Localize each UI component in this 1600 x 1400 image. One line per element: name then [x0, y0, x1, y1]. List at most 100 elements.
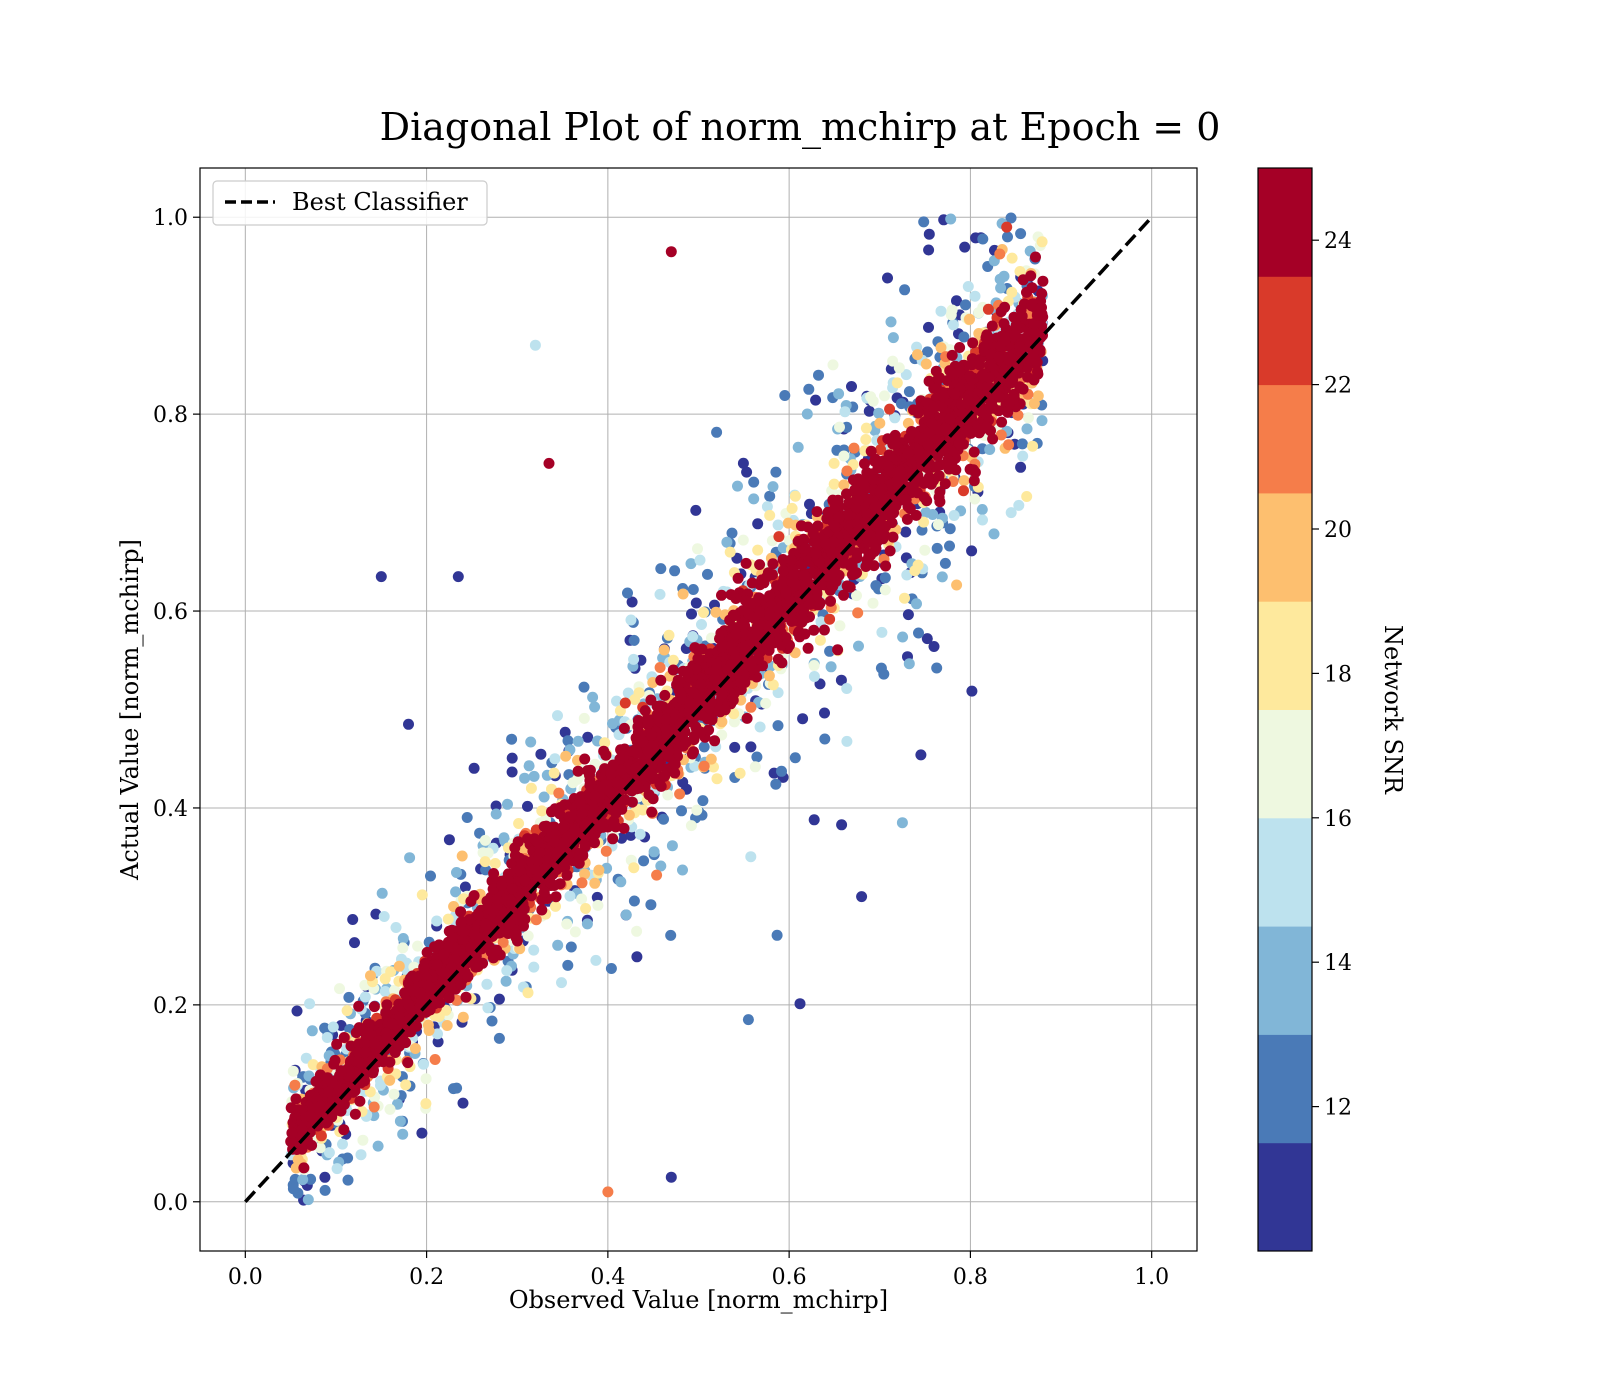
scatter-point — [698, 741, 710, 753]
scatter-point — [913, 627, 924, 639]
scatter-point — [748, 493, 760, 505]
scatter-point — [962, 281, 974, 292]
scatter-point — [481, 978, 493, 990]
scatter-point — [645, 899, 657, 911]
scatter-point — [754, 559, 766, 571]
scatter-point — [922, 346, 933, 358]
scatter-point — [423, 1025, 435, 1036]
scatter-point — [388, 1088, 400, 1100]
scatter-point — [297, 1174, 309, 1186]
scatter-point — [977, 514, 988, 526]
scatter-point — [726, 527, 738, 539]
scatter-point — [525, 782, 537, 794]
scatter-point — [479, 834, 491, 846]
scatter-point — [885, 316, 897, 328]
scatter-point — [789, 752, 801, 764]
scatter-point — [930, 461, 942, 472]
scatter-point — [958, 475, 970, 487]
scatter-point — [440, 1004, 452, 1016]
scatter-point — [827, 359, 839, 371]
scatter-point — [487, 905, 499, 917]
scatter-point — [884, 403, 896, 415]
scatter-point — [642, 717, 654, 729]
scatter-point — [767, 481, 779, 493]
scatter-point — [714, 633, 725, 645]
scatter-point — [523, 760, 535, 772]
scatter-point — [839, 406, 851, 418]
scatter-point — [418, 1058, 429, 1070]
scatter-point — [687, 584, 699, 595]
scatter-point — [867, 395, 879, 407]
scatter-point — [805, 598, 816, 610]
scatter-point — [486, 1015, 498, 1027]
scatter-point — [620, 909, 632, 921]
scatter-point — [903, 386, 915, 398]
scatter-point — [638, 855, 650, 867]
scatter-point — [404, 852, 416, 864]
scatter-point — [393, 960, 405, 972]
scatter-point — [995, 282, 1007, 294]
scatter-point — [698, 760, 710, 772]
scatter-point — [572, 773, 583, 785]
scatter-point — [812, 571, 824, 583]
scatter-point — [763, 621, 775, 633]
scatter-point — [397, 933, 409, 944]
scatter-point — [901, 513, 913, 525]
scatter-point — [824, 613, 836, 625]
scatter-point — [770, 466, 782, 478]
scatter-point — [563, 769, 575, 781]
scatter-point — [658, 813, 669, 825]
scatter-point — [1005, 212, 1017, 224]
scatter-point — [822, 506, 834, 518]
scatter-point — [748, 476, 760, 488]
scatter-point — [851, 590, 862, 602]
scatter-point — [1036, 236, 1048, 248]
scatter-point — [368, 1101, 380, 1113]
scatter-point — [548, 767, 560, 779]
scatter-point — [948, 510, 960, 521]
scatter-point — [611, 695, 622, 707]
scatter-point — [899, 592, 910, 604]
scatter-point — [753, 592, 765, 604]
scatter-point — [412, 940, 424, 952]
scatter-point — [848, 474, 859, 486]
scatter-point — [669, 767, 681, 779]
scatter-point — [873, 407, 885, 419]
scatter-point — [825, 595, 836, 607]
scatter-point — [728, 716, 740, 728]
scatter-point — [801, 408, 813, 420]
scatter-point — [887, 355, 899, 367]
scatter-point — [359, 1038, 371, 1050]
scatter-point — [522, 800, 533, 812]
scatter-point — [465, 895, 477, 907]
scatter-point — [808, 814, 820, 826]
scatter-point — [938, 391, 950, 403]
scatter-point — [776, 765, 787, 777]
scatter-point — [745, 741, 757, 753]
scatter-point — [828, 457, 840, 469]
scatter-point — [300, 1052, 312, 1064]
scatter-point — [808, 671, 820, 682]
scatter-point — [665, 1171, 677, 1183]
scatter-point — [853, 640, 864, 652]
scatter-point — [976, 504, 988, 515]
scatter-point — [576, 893, 588, 905]
scatter-point — [403, 718, 414, 730]
scatter-point — [287, 1065, 299, 1077]
scatter-point — [633, 687, 645, 699]
scatter-point — [479, 856, 491, 868]
scatter-point — [506, 752, 518, 764]
scatter-point — [349, 937, 360, 949]
scatter-point — [687, 631, 699, 642]
scatter-point — [655, 563, 667, 575]
scatter-point — [807, 527, 819, 539]
scatter-point — [808, 624, 820, 636]
scatter-point — [628, 634, 640, 646]
scatter-point — [999, 301, 1011, 313]
scatter-point — [384, 1074, 396, 1086]
scatter-point — [911, 349, 923, 361]
scatter-point — [349, 1108, 361, 1120]
scatter-point — [354, 1095, 366, 1107]
scatter-point — [1002, 231, 1013, 243]
scatter-point — [760, 697, 772, 709]
